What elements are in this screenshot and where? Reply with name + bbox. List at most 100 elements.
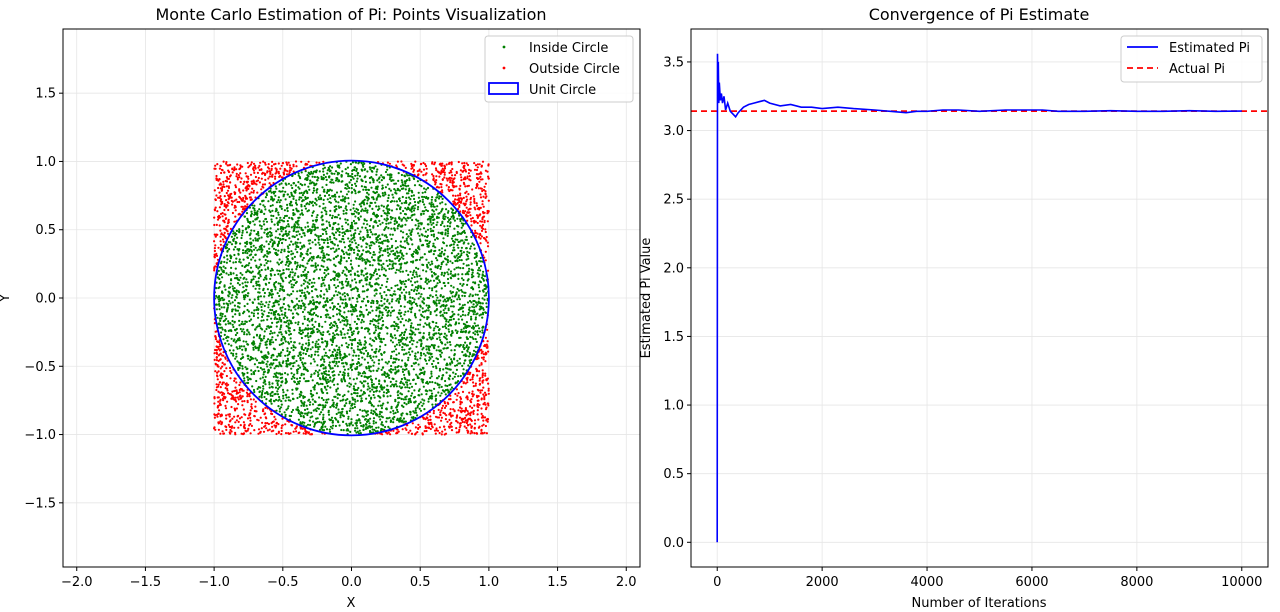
inside-point xyxy=(284,308,287,311)
inside-point xyxy=(478,266,481,270)
inside-point xyxy=(431,213,434,216)
inside-point xyxy=(369,322,372,325)
inside-point xyxy=(365,367,368,370)
outside-point xyxy=(432,409,435,412)
inside-point xyxy=(426,317,429,321)
outside-point xyxy=(287,161,290,164)
inside-point xyxy=(384,343,387,347)
inside-point xyxy=(460,328,463,331)
inside-point xyxy=(357,264,360,267)
outside-point xyxy=(483,185,486,188)
inside-point xyxy=(388,263,391,266)
inside-point xyxy=(238,228,241,231)
inside-point xyxy=(472,243,475,246)
outside-point xyxy=(254,400,257,403)
inside-point xyxy=(416,375,419,378)
outside-point xyxy=(483,391,487,394)
inside-point xyxy=(261,339,264,342)
inside-point xyxy=(312,223,315,226)
outside-point xyxy=(213,402,216,405)
inside-point xyxy=(343,368,346,371)
inside-point xyxy=(381,320,385,323)
inside-point xyxy=(356,345,359,348)
outside-point xyxy=(414,432,417,435)
inside-point xyxy=(314,243,317,246)
inside-point xyxy=(246,381,249,384)
inside-point xyxy=(252,278,255,281)
inside-point xyxy=(363,176,366,179)
inside-point xyxy=(252,220,255,223)
outside-point xyxy=(225,374,228,378)
inside-point xyxy=(356,177,359,180)
inside-point xyxy=(268,247,271,250)
inside-point xyxy=(367,365,370,368)
inside-point xyxy=(311,341,314,344)
inside-point xyxy=(317,196,320,199)
outside-point xyxy=(258,164,261,167)
inside-point xyxy=(298,366,302,369)
inside-point xyxy=(335,403,338,406)
inside-point xyxy=(284,372,287,375)
inside-point xyxy=(243,333,246,336)
inside-point xyxy=(363,343,366,346)
inside-point xyxy=(334,170,338,173)
inside-point xyxy=(379,292,382,295)
inside-point xyxy=(342,269,345,272)
inside-point xyxy=(377,426,380,429)
inside-point xyxy=(299,264,302,267)
inside-point xyxy=(426,382,430,385)
inside-point xyxy=(293,376,296,379)
inside-point xyxy=(277,196,280,199)
outside-point xyxy=(280,176,283,179)
inside-point xyxy=(286,316,289,319)
outside-point xyxy=(423,430,426,433)
inside-point xyxy=(386,251,389,254)
inside-point xyxy=(332,405,335,408)
outside-point xyxy=(223,370,226,373)
inside-point xyxy=(414,281,417,284)
outside-point xyxy=(456,414,459,417)
inside-point xyxy=(448,318,451,322)
inside-point xyxy=(321,232,324,236)
inside-point xyxy=(410,333,413,336)
inside-point xyxy=(422,336,425,339)
inside-point xyxy=(446,341,449,344)
inside-point xyxy=(230,337,233,340)
inside-point xyxy=(271,309,274,312)
inside-point xyxy=(374,430,377,433)
inside-point xyxy=(369,365,372,368)
inside-point xyxy=(292,208,295,212)
outside-point xyxy=(224,356,227,359)
inside-point xyxy=(300,191,303,194)
inside-point xyxy=(395,385,398,388)
inside-point xyxy=(284,182,287,185)
inside-point xyxy=(402,246,405,249)
outside-point xyxy=(254,405,257,408)
inside-point xyxy=(363,358,366,361)
inside-point xyxy=(287,268,290,271)
inside-point xyxy=(323,268,327,272)
inside-point xyxy=(296,303,299,306)
outside-point xyxy=(487,350,490,353)
inside-point xyxy=(317,354,320,357)
inside-point xyxy=(372,300,375,303)
inside-point xyxy=(263,368,266,371)
inside-point xyxy=(379,286,382,290)
outside-point xyxy=(459,197,462,200)
inside-point xyxy=(450,334,453,337)
inside-point xyxy=(220,266,223,269)
inside-point xyxy=(400,397,403,401)
inside-point xyxy=(408,229,411,232)
inside-point xyxy=(462,330,465,333)
inside-point xyxy=(472,299,475,303)
inside-point xyxy=(479,265,483,268)
inside-point xyxy=(406,386,409,389)
inside-point xyxy=(449,290,452,293)
inside-point xyxy=(328,361,331,364)
inside-point xyxy=(332,370,335,373)
outside-point xyxy=(213,208,216,211)
inside-point xyxy=(356,297,359,300)
outside-point xyxy=(271,175,274,178)
inside-point xyxy=(371,264,374,267)
outside-point xyxy=(463,161,466,165)
